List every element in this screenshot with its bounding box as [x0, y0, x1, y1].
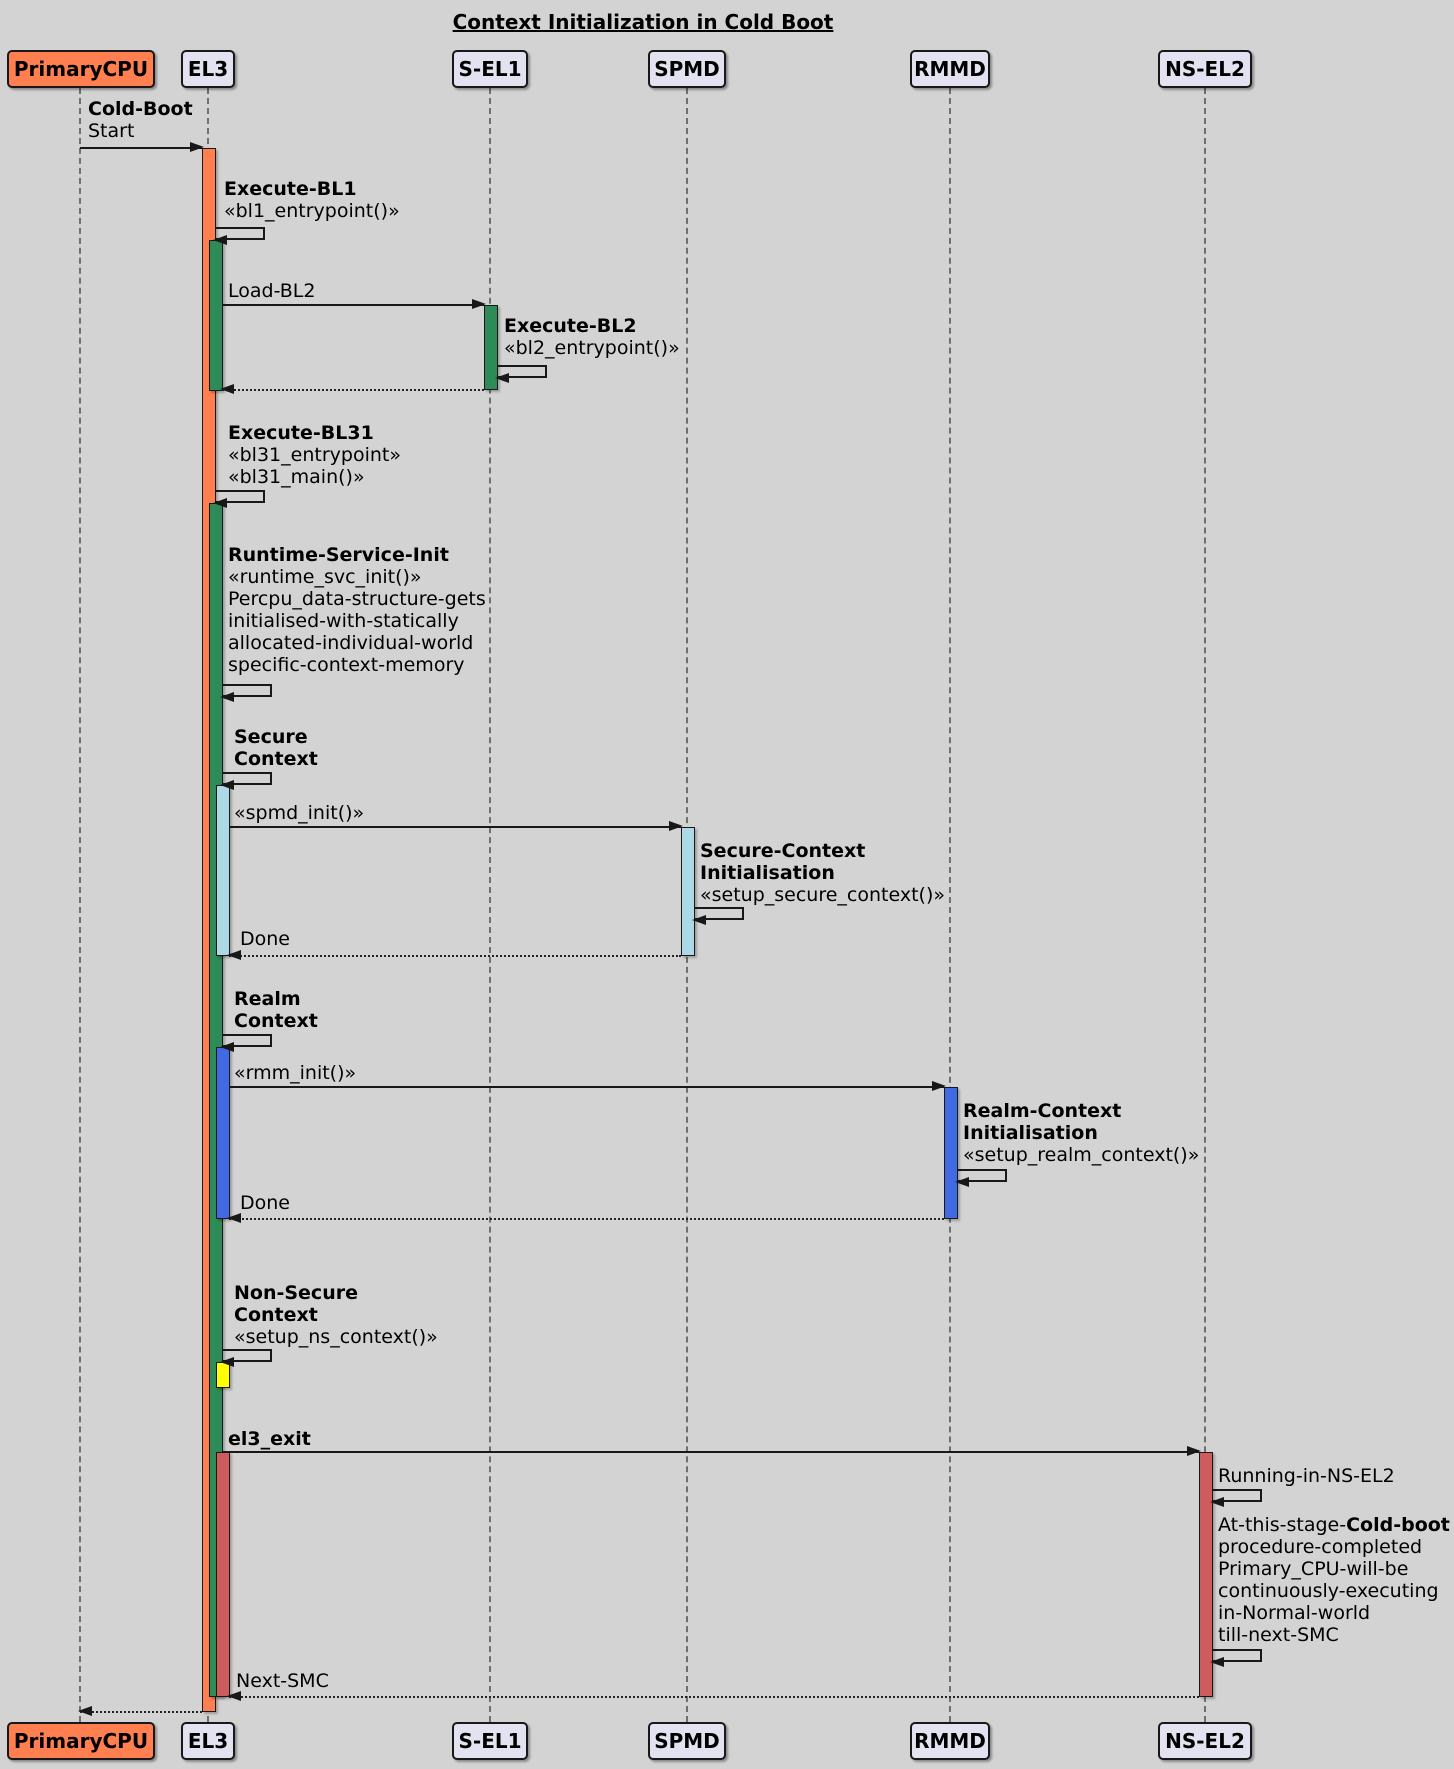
participant-top-spmd: SPMD [648, 50, 726, 88]
label-realm-context-init: Realm-Context Initialisation «setup_real… [963, 1100, 1200, 1166]
label-execute-bl31: Execute-BL31 «bl31_entrypoint» «bl31_mai… [228, 422, 401, 488]
label-load-bl2: Load-BL2 [228, 280, 316, 302]
self-arrow-secure-context-init [692, 907, 744, 925]
participant-bottom-s-el1: S-EL1 [452, 1722, 528, 1760]
participant-top-ns-el2: NS-EL2 [1158, 50, 1252, 88]
activation-el3-green-1 [209, 240, 223, 391]
label-secure-context: Secure Context [234, 726, 318, 770]
lifeline-rmmd [949, 88, 951, 1722]
activation-rmmd-blue [944, 1087, 958, 1219]
label-done-spmd: Done [240, 928, 290, 950]
participant-bottom-primarycpu: PrimaryCPU [7, 1722, 155, 1760]
participant-top-rmmd: RMMD [910, 50, 990, 88]
self-arrow-realm-context [220, 1034, 272, 1052]
label-next-smc: Next-SMC [236, 1670, 329, 1692]
activation-el3-red [216, 1452, 230, 1697]
label-non-secure-context: Non-Secure Context «setup_ns_context()» [234, 1282, 438, 1348]
participant-bottom-ns-el2: NS-EL2 [1158, 1722, 1252, 1760]
label-execute-bl1: Execute-BL1 «bl1_entrypoint()» [224, 178, 400, 222]
self-arrow-cold-boot-complete [1210, 1649, 1262, 1667]
label-realm-context: Realm Context [234, 988, 318, 1032]
lifeline-ns-el2 [1204, 88, 1206, 1722]
label-rmm-init: «rmm_init()» [234, 1062, 357, 1084]
lifeline-s-el1 [489, 88, 491, 1722]
participant-top-el3: EL3 [181, 50, 235, 88]
self-arrow-runtime-service-init [220, 684, 272, 702]
activation-el3-blue [216, 1047, 230, 1219]
participant-bottom-spmd: SPMD [648, 1722, 726, 1760]
label-execute-bl2: Execute-BL2 «bl2_entrypoint()» [504, 315, 680, 359]
label-el3-exit: el3_exit [228, 1428, 311, 1450]
label-done-rmmd: Done [240, 1192, 290, 1214]
self-arrow-running-in-ns-el2 [1210, 1489, 1262, 1507]
activation-s-el1-green [484, 305, 498, 390]
participant-top-primarycpu: PrimaryCPU [7, 50, 155, 88]
self-arrow-execute-bl1 [213, 227, 265, 245]
participant-bottom-rmmd: RMMD [910, 1722, 990, 1760]
label-secure-context-init: Secure-Context Initialisation «setup_sec… [700, 840, 945, 906]
self-arrow-execute-bl31 [213, 490, 265, 508]
activation-el3-lightblue [216, 785, 230, 956]
participant-bottom-el3: EL3 [181, 1722, 235, 1760]
self-arrow-secure-context [220, 772, 272, 790]
label-runtime-service-init: Runtime-Service-Init «runtime_svc_init()… [228, 544, 486, 676]
label-running-in-ns-el2: Running-in-NS-EL2 [1218, 1465, 1395, 1487]
label-spmd-init: «spmd_init()» [234, 802, 365, 824]
label-cold-boot-complete: At-this-stage-Cold-boot procedure-comple… [1218, 1514, 1450, 1646]
participant-top-s-el1: S-EL1 [452, 50, 528, 88]
label-cold-boot-start: Cold-Boot Start [88, 98, 193, 142]
lifeline-primarycpu [79, 88, 81, 1722]
activation-ns-el2-red [1199, 1452, 1213, 1697]
self-arrow-execute-bl2 [495, 365, 547, 383]
page-title: Context Initialization in Cold Boot [452, 10, 834, 34]
self-arrow-non-secure-context [220, 1349, 272, 1367]
self-arrow-realm-context-init [955, 1169, 1007, 1187]
activation-spmd-lightblue [681, 827, 695, 956]
